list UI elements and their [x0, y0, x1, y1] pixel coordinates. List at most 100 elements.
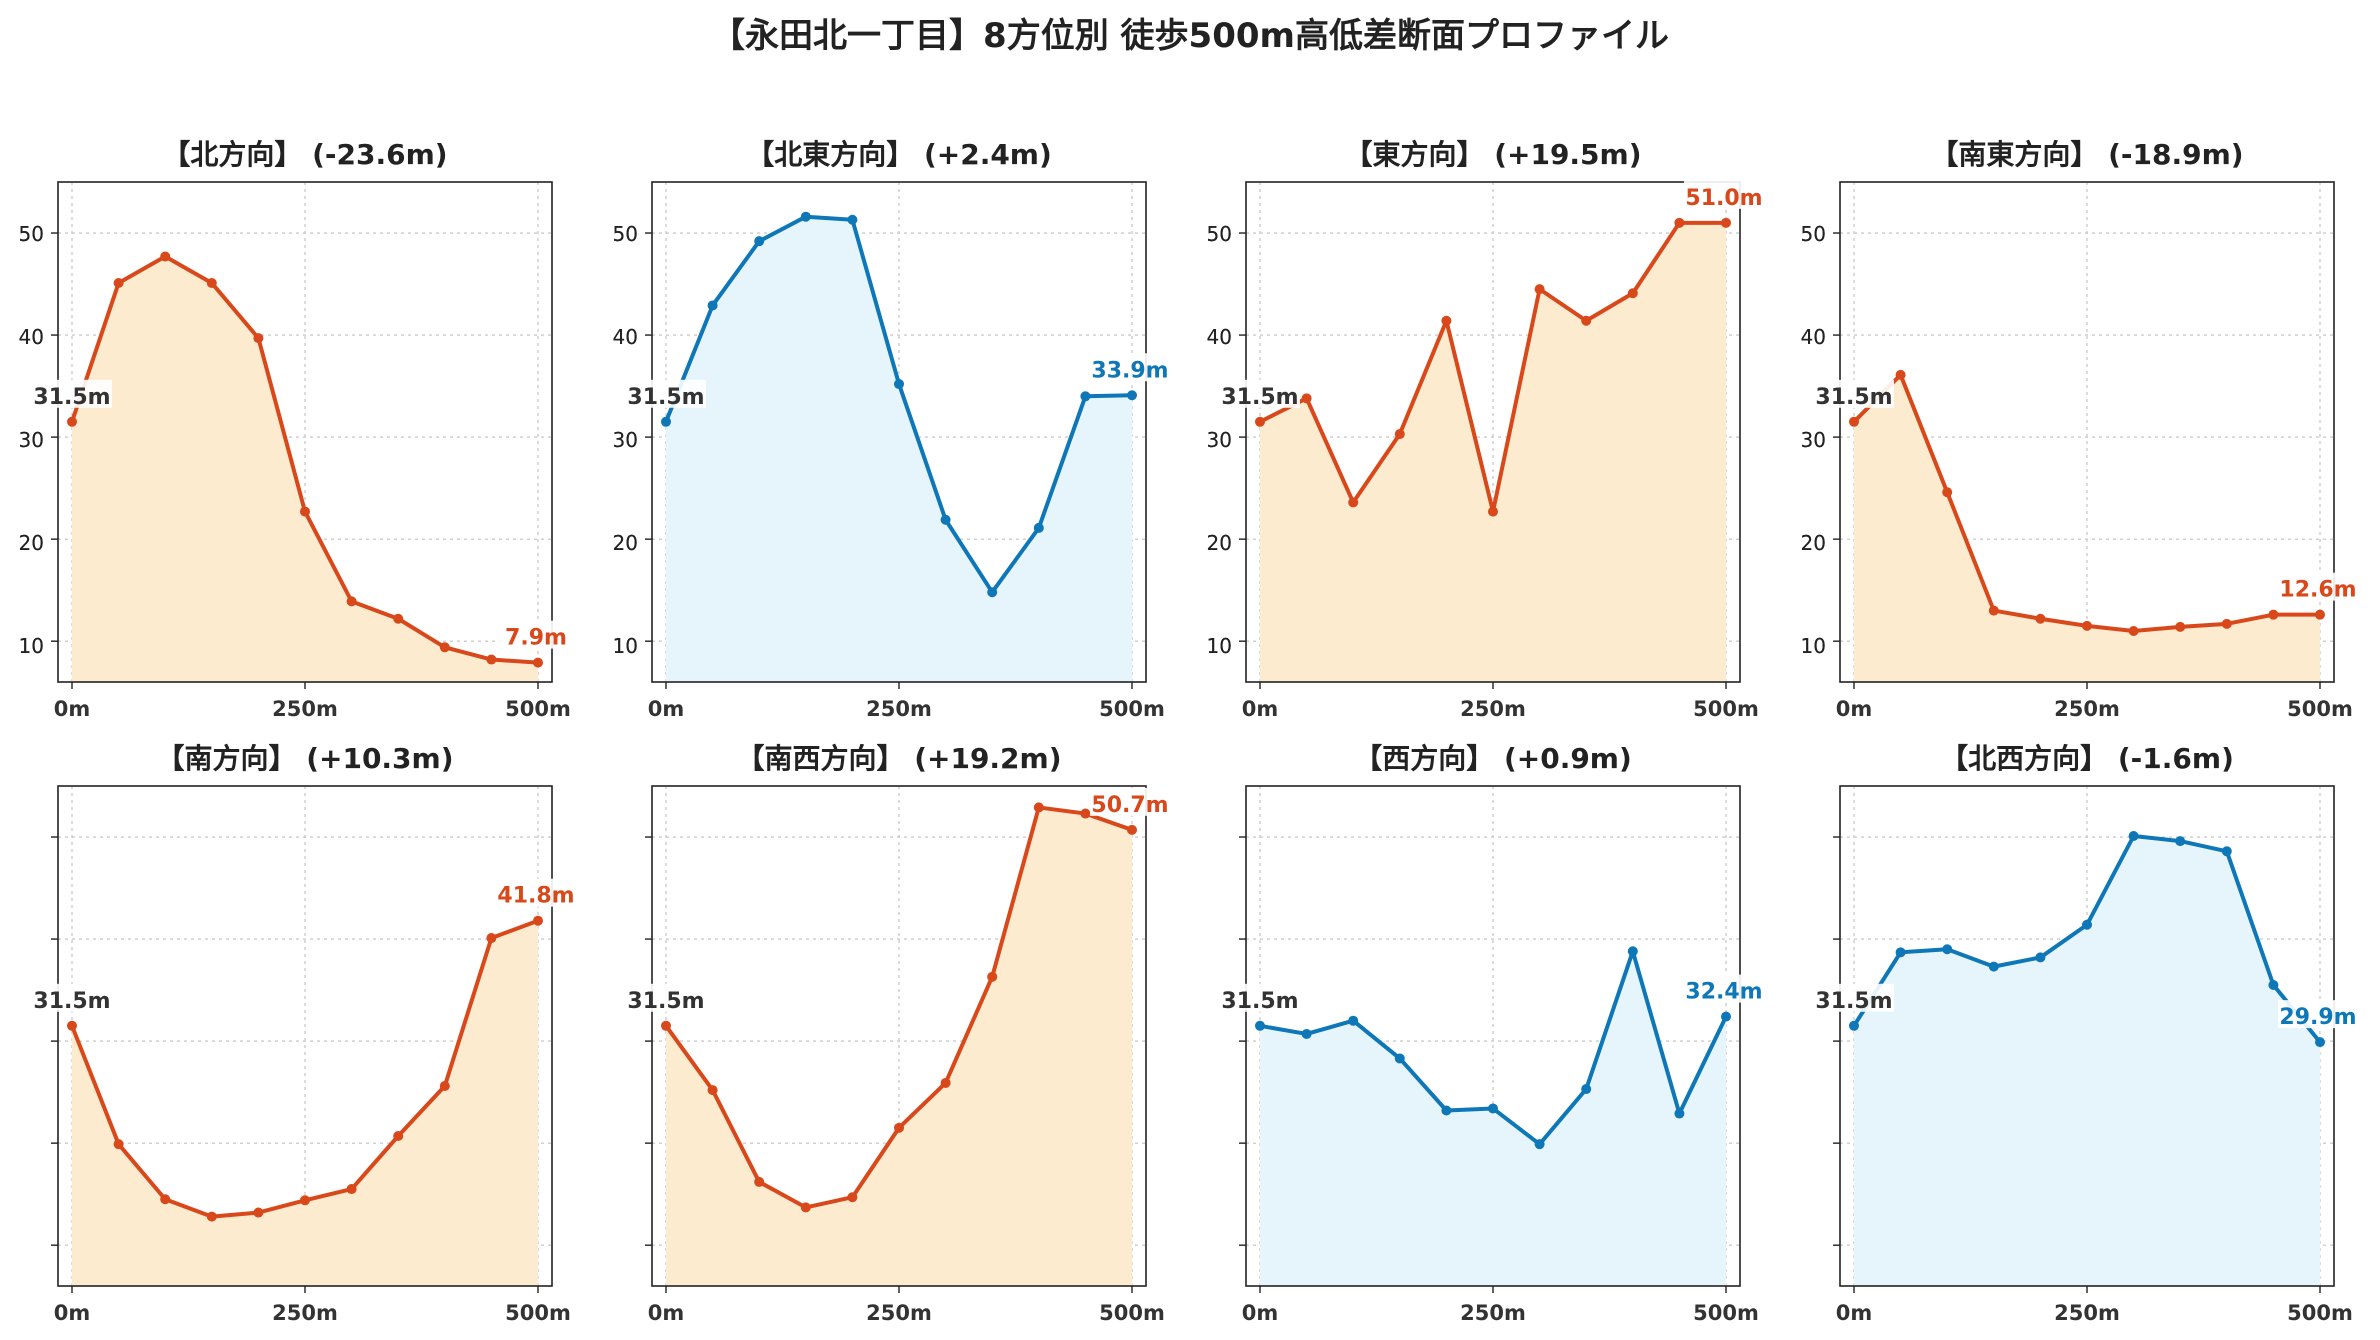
figure-title: 【永田北一丁目】8方位別 徒歩500m高低差断面プロファイル [711, 16, 1669, 56]
area-fill [666, 216, 1132, 682]
data-point [661, 416, 671, 427]
data-point [1721, 217, 1731, 228]
data-point [2268, 609, 2279, 620]
y-tick-label: 10 [1207, 634, 1232, 658]
y-tick-label: 40 [1207, 325, 1232, 349]
data-point [800, 1202, 811, 1213]
y-tick-label: 40 [1801, 325, 1826, 349]
x-tick-label: 0m [1836, 1301, 1873, 1325]
data-point [1942, 487, 1953, 498]
data-point [987, 587, 998, 598]
x-tick-label: 500m [2287, 1301, 2353, 1325]
y-tick-label: 20 [19, 531, 44, 555]
y-tick-label: 10 [613, 634, 638, 658]
start-label-bg [1814, 983, 1894, 1012]
start-label: 31.5m [1221, 385, 1298, 410]
end-label-bg [496, 620, 576, 649]
data-point [1394, 1053, 1405, 1064]
data-point [533, 915, 543, 926]
data-point [160, 251, 171, 262]
y-tick-label: 30 [1801, 428, 1826, 452]
end-label-bg [2278, 1000, 2358, 1029]
end-label-bg [2278, 572, 2358, 601]
data-point [1441, 1105, 1452, 1116]
data-point [113, 278, 124, 289]
data-point [1581, 1084, 1592, 1095]
y-tick-label: 50 [1801, 222, 1826, 246]
panel-title: 【南西方向】 (+19.2m) [736, 742, 1061, 775]
data-point [707, 300, 718, 311]
data-point [346, 596, 357, 607]
x-tick-label: 500m [1693, 1301, 1759, 1325]
panel-title: 【北西方向】 (-1.6m) [1940, 742, 2234, 775]
data-point [1627, 288, 1638, 299]
data-point [300, 506, 310, 517]
data-point [486, 654, 497, 665]
data-point [67, 1020, 77, 1031]
data-point [2315, 609, 2325, 620]
y-tick-label: 10 [1801, 634, 1826, 658]
x-tick-label: 0m [648, 1301, 685, 1325]
data-point [1301, 1028, 1312, 1039]
data-point [1127, 824, 1137, 835]
data-point [1080, 391, 1091, 402]
start-label: 31.5m [33, 989, 110, 1014]
data-point [1849, 1020, 1859, 1031]
x-tick-label: 500m [505, 697, 571, 721]
x-tick-label: 0m [1836, 697, 1873, 721]
data-point [1441, 315, 1452, 326]
y-tick-label: 10 [19, 634, 44, 658]
data-point [661, 1020, 671, 1031]
data-point [2175, 836, 2186, 847]
x-tick-label: 250m [272, 697, 338, 721]
y-tick-label: 50 [19, 222, 44, 246]
y-tick-label: 20 [613, 531, 638, 555]
end-label-bg [1684, 974, 1764, 1003]
x-tick-label: 0m [1242, 697, 1279, 721]
y-tick-label: 50 [1801, 222, 1826, 246]
data-point [1581, 315, 1592, 326]
data-point [2315, 1037, 2325, 1048]
data-point [2221, 846, 2232, 857]
data-point [1488, 506, 1498, 517]
data-point [894, 1122, 904, 1133]
y-tick-label: 10 [19, 634, 44, 658]
data-point [253, 1207, 264, 1218]
end-label: 50.7m [1091, 793, 1168, 818]
area-fill [72, 256, 538, 682]
end-label: 32.4m [1685, 980, 1762, 1005]
end-label: 41.8m [497, 884, 574, 909]
end-label-bg [1090, 787, 1170, 816]
data-point [486, 933, 497, 944]
panel-title: 【南方向】 (+10.3m) [156, 742, 453, 775]
x-tick-label: 0m [648, 697, 685, 721]
y-tick-label: 20 [1207, 531, 1232, 555]
area-fill [1854, 836, 2320, 1286]
y-tick-label: 50 [19, 222, 44, 246]
panel-title: 【北東方向】 (+2.4m) [746, 138, 1052, 171]
data-point [1988, 961, 1999, 972]
x-tick-label: 250m [866, 1301, 932, 1325]
data-point [1627, 946, 1638, 957]
area-fill [72, 920, 538, 1286]
start-label-bg [32, 379, 112, 408]
y-tick-label: 30 [1801, 428, 1826, 452]
data-point [1394, 429, 1405, 440]
data-point [847, 214, 858, 225]
data-point [206, 278, 217, 289]
start-label: 31.5m [33, 385, 110, 410]
data-point [1127, 390, 1137, 401]
x-tick-label: 0m [54, 1301, 91, 1325]
data-point [754, 236, 765, 247]
data-point [67, 416, 77, 427]
data-point [2035, 952, 2046, 963]
end-label-bg [1684, 180, 1764, 209]
end-label: 29.9m [2279, 1005, 2356, 1030]
y-tick-label: 20 [19, 531, 44, 555]
data-point [1348, 1015, 1359, 1026]
y-tick-label: 50 [1207, 222, 1232, 246]
